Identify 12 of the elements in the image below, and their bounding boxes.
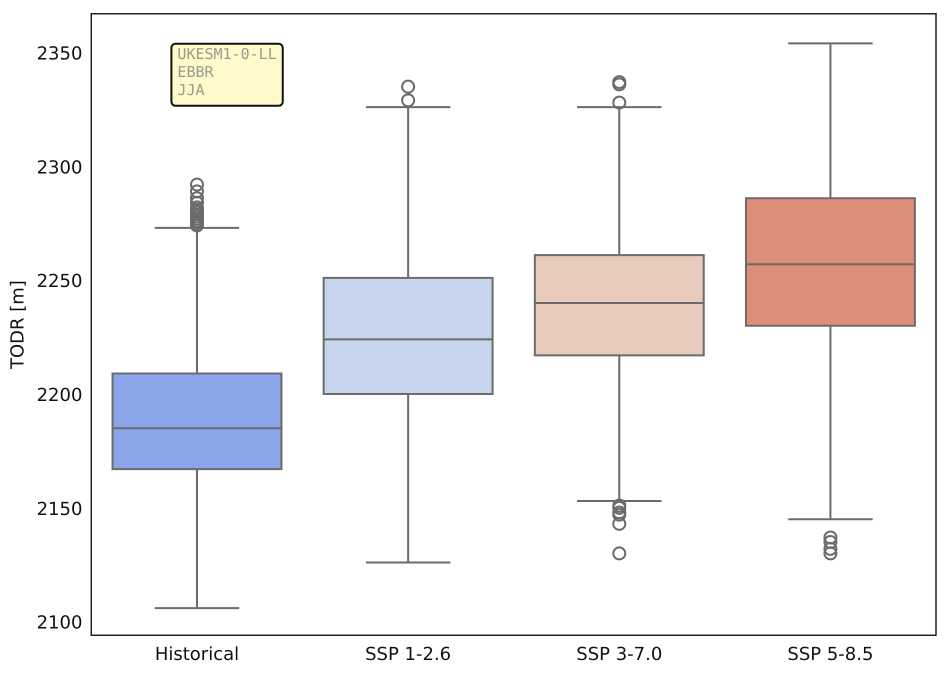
y-tick-label: 2250	[36, 271, 82, 292]
y-tick-label: 2200	[36, 384, 82, 406]
y-tick-label: 2350	[36, 43, 82, 64]
y-axis-title: TODR [m]	[7, 280, 28, 370]
y-tick-label: 2300	[36, 157, 82, 178]
x-tick-label: SSP 3-7.0	[576, 644, 662, 665]
x-tick-label: SSP 1-2.6	[365, 644, 452, 665]
annotation: UKESM1-0-LL EBBR JJA	[177, 45, 277, 100]
y-tick-label: 2100	[36, 612, 82, 634]
x-tick-label: Historical	[154, 644, 240, 665]
x-tick-label: SSP 5-8.5	[787, 644, 874, 665]
y-tick-label: 2150	[36, 498, 82, 520]
